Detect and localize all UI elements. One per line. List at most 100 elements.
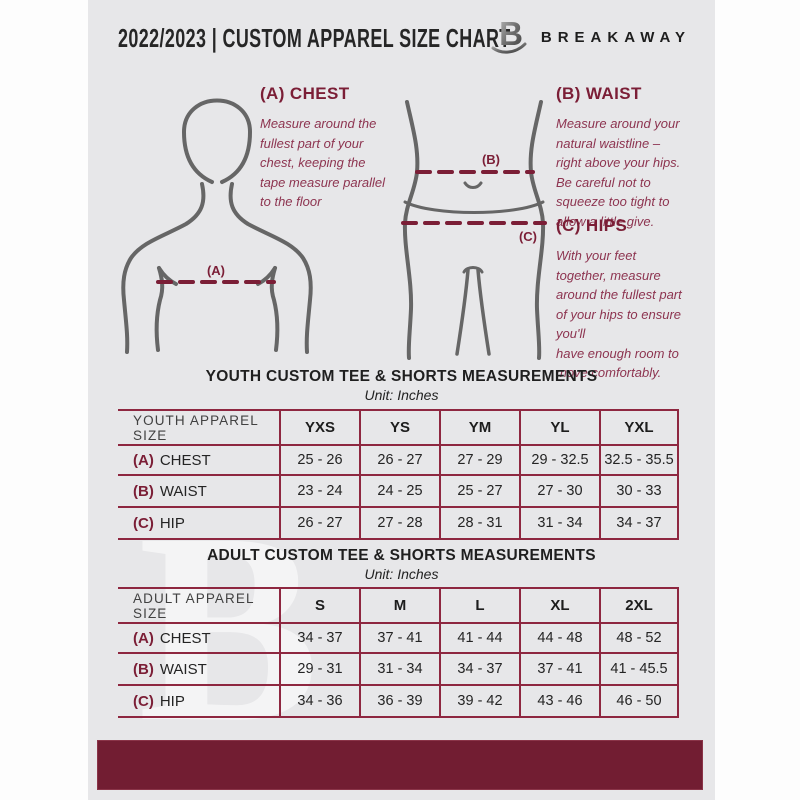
youth-chest-yl: 29 - 32.5 [519, 446, 599, 474]
adult-waist-label: (B) WAIST [118, 654, 279, 684]
figure-hip-curve [403, 200, 545, 214]
youth-hip-label: (C) HIP [118, 508, 279, 538]
youth-hip-yl: 31 - 34 [519, 508, 599, 538]
youth-chest-label: (A) CHEST [118, 446, 279, 474]
youth-size-col-yxl: YXL [599, 411, 679, 444]
chest-marker-label: (A) [207, 263, 225, 278]
adult-size-col-xl: XL [519, 589, 599, 622]
watermark-letter: B [138, 477, 320, 778]
hips-guide-heading: (C) HIPS [556, 216, 628, 235]
adult-size-col-2xl: 2XL [599, 589, 679, 622]
adult-chest-xl: 44 - 48 [519, 624, 599, 652]
adult-chest-l: 41 - 44 [439, 624, 519, 652]
youth-hip-yxs: 26 - 27 [279, 508, 359, 538]
row-label: WAIST [159, 482, 207, 500]
brand-lockup: B BREAKAWAY [486, 11, 691, 57]
adult-chest-m: 37 - 41 [359, 624, 439, 652]
figure-navel [463, 181, 483, 189]
adult-chest-2xl: 48 - 52 [599, 624, 679, 652]
adult-size-col-s: S [279, 589, 359, 622]
hips-guide-text: With your feet together, measure around … [556, 248, 682, 380]
youth-size-col-ym: YM [439, 411, 519, 444]
figure-left-inner-leg [455, 268, 470, 356]
chest-guide-block: (A) CHEST Measure around the fullest par… [260, 84, 415, 212]
youth-apparel-size-header: YOUTH APPAREL SIZE [133, 412, 259, 443]
adult-hip-row: (C) HIP 34 - 36 36 - 39 39 - 42 43 - 46 … [118, 684, 679, 716]
row-prefix: (A) [133, 629, 154, 647]
adult-hip-xl: 43 - 46 [519, 686, 599, 716]
adult-hip-l: 39 - 42 [439, 686, 519, 716]
youth-size-table: YOUTH APPAREL SIZE YXS YS YM YL YXL (A) … [118, 409, 679, 540]
brand-name: BREAKAWAY [540, 28, 691, 46]
adult-size-col-m: M [359, 589, 439, 622]
figure-left-armpit [157, 266, 178, 286]
youth-chest-ys: 26 - 27 [359, 446, 439, 474]
row-label: HIP [159, 692, 185, 710]
adult-waist-m: 31 - 34 [359, 654, 439, 684]
youth-waist-ys: 24 - 25 [359, 476, 439, 506]
waist-marker-label: (B) [482, 152, 500, 167]
figure-right-inner-leg [476, 268, 491, 356]
youth-table-header-row: YOUTH APPAREL SIZE YXS YS YM YL YXL [118, 409, 679, 444]
youth-chest-yxl: 32.5 - 35.5 [599, 446, 679, 474]
youth-waist-row: (B) WAIST 23 - 24 24 - 25 25 - 27 27 - 3… [118, 474, 679, 506]
figure-head [182, 98, 252, 184]
adult-hip-label: (C) HIP [118, 686, 279, 716]
youth-size-col-ys: YS [359, 411, 439, 444]
row-prefix: (C) [133, 514, 154, 532]
figure-crotch [462, 266, 484, 274]
adult-chest-row: (A) CHEST 34 - 37 37 - 41 41 - 44 44 - 4… [118, 622, 679, 652]
chest-guide-text: Measure around the fullest part of your … [260, 116, 386, 209]
adult-section-title: ADULT CUSTOM TEE & SHORTS MEASUREMENTS [207, 547, 596, 564]
waist-hips-figure: (B) (C) [401, 100, 547, 360]
youth-waist-yxs: 23 - 24 [279, 476, 359, 506]
adult-table-header-row: ADULT APPAREL SIZE S M L XL 2XL [118, 587, 679, 622]
hips-guide-block: (C) HIPS With your feet together, measur… [556, 216, 714, 383]
row-label: HIP [159, 514, 185, 532]
youth-waist-yxl: 30 - 33 [599, 476, 679, 506]
size-chart-page: B 2022/2023 | CUSTOM APPAREL SIZE CHART … [88, 0, 715, 800]
svg-text:B: B [499, 15, 523, 52]
footer-accent-bar [97, 740, 703, 790]
figure-left-inner-arm [154, 266, 165, 352]
youth-hip-yxl: 34 - 37 [599, 508, 679, 538]
figure-right-inner-arm [269, 266, 280, 352]
row-prefix: (B) [133, 482, 154, 500]
adult-chest-s: 34 - 37 [279, 624, 359, 652]
row-label: CHEST [159, 629, 211, 647]
row-prefix: (A) [133, 451, 154, 469]
adult-hip-s: 34 - 36 [279, 686, 359, 716]
adult-waist-l: 34 - 37 [439, 654, 519, 684]
row-prefix: (C) [133, 692, 154, 710]
adult-size-col-l: L [439, 589, 519, 622]
page-title: 2022/2023 | CUSTOM APPAREL SIZE CHART [118, 23, 511, 53]
youth-chest-row: (A) CHEST 25 - 26 26 - 27 27 - 29 29 - 3… [118, 444, 679, 474]
youth-size-col-yl: YL [519, 411, 599, 444]
figure-left-shoulder-arm [121, 182, 206, 354]
youth-hip-ym: 28 - 31 [439, 508, 519, 538]
waist-guide-block: (B) WAIST Measure around your natural wa… [556, 84, 714, 231]
figure-right-shoulder-arm [228, 182, 313, 354]
adult-waist-xl: 37 - 41 [519, 654, 599, 684]
youth-waist-label: (B) WAIST [118, 476, 279, 506]
torso-chest-figure: (A) [121, 98, 313, 354]
adult-unit-label: Unit: Inches [364, 566, 439, 582]
youth-unit-label: Unit: Inches [364, 387, 439, 403]
youth-size-col-yxs: YXS [279, 411, 359, 444]
row-label: WAIST [159, 660, 207, 678]
youth-chest-ym: 27 - 29 [439, 446, 519, 474]
waist-guide-heading: (B) WAIST [556, 84, 642, 103]
breakaway-b-logo-icon: B [488, 15, 527, 54]
adult-waist-2xl: 41 - 45.5 [599, 654, 679, 684]
hips-marker-label: (C) [519, 229, 537, 244]
adult-hip-2xl: 46 - 50 [599, 686, 679, 716]
row-label: CHEST [159, 451, 211, 469]
youth-hip-ys: 27 - 28 [359, 508, 439, 538]
waist-guide-text: Measure around your natural waistline – … [556, 116, 681, 229]
row-prefix: (B) [133, 660, 154, 678]
youth-chest-yxs: 25 - 26 [279, 446, 359, 474]
adult-waist-s: 29 - 31 [279, 654, 359, 684]
adult-waist-row: (B) WAIST 29 - 31 31 - 34 34 - 37 37 - 4… [118, 652, 679, 684]
youth-hip-row: (C) HIP 26 - 27 27 - 28 28 - 31 31 - 34 … [118, 506, 679, 538]
chest-guide-heading: (A) CHEST [260, 84, 350, 103]
